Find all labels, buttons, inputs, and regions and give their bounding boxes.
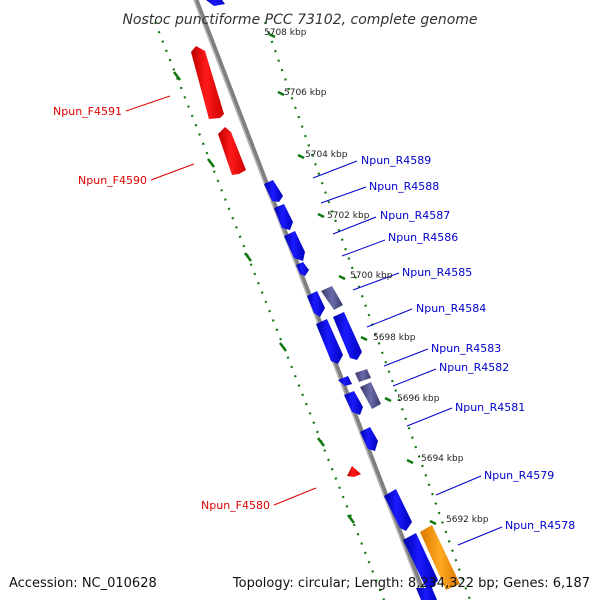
gene-npun-r4584-a[interactable] [316, 319, 343, 364]
gene-npun-r4585[interactable] [307, 291, 325, 317]
gene-label-npun-f4590[interactable]: Npun_F4590 [78, 174, 147, 187]
gene-npun-r4583[interactable] [344, 391, 363, 415]
gene-npun-f4580[interactable] [347, 466, 361, 477]
gene-label-npun-f4591[interactable]: Npun_F4591 [53, 105, 122, 118]
feature-npun-r4582-other-b[interactable] [360, 382, 381, 409]
gene-label-npun-r4588[interactable]: Npun_R4588 [369, 180, 439, 193]
gene-npun-f4591[interactable] [191, 46, 224, 119]
feature-npun-r4585-other[interactable] [321, 286, 343, 310]
gene-label-npun-r4581[interactable]: Npun_R4581 [455, 401, 525, 414]
forward-leader-lines [125, 95, 317, 506]
kbp-label: 5698 kbp [373, 333, 416, 343]
gene-label-npun-r4582[interactable]: Npun_R4582 [439, 361, 509, 374]
kbp-label: 5696 kbp [397, 394, 440, 404]
gene-label-npun-r4587[interactable]: Npun_R4587 [380, 209, 450, 222]
kbp-label: 5706 kbp [284, 88, 327, 98]
gene-label-npun-r4589[interactable]: Npun_R4589 [361, 154, 431, 167]
kbp-label: 5692 kbp [446, 515, 489, 525]
kbp-label: 5702 kbp [327, 211, 370, 221]
right-major-ticks [268, 32, 437, 526]
reverse-leader-lines [312, 160, 503, 546]
gene-label-npun-r4578[interactable]: Npun_R4578 [505, 519, 575, 532]
gene-label-npun-r4583[interactable]: Npun_R4583 [431, 342, 501, 355]
gene-npun-f4590[interactable] [218, 127, 246, 175]
feature-npun-r4582-other-a[interactable] [355, 369, 371, 382]
gene-label-npun-r4579[interactable]: Npun_R4579 [484, 469, 554, 482]
gene-label-npun-r4586[interactable]: Npun_R4586 [388, 231, 458, 244]
gene-blue-top[interactable] [206, 0, 225, 6]
gene-npun-r4588[interactable] [274, 204, 293, 230]
tick-track-outer-left [153, 21, 386, 600]
topology-text: Topology: circular; Length: 8,234,322 bp… [232, 576, 590, 591]
gene-label-npun-r4584[interactable]: Npun_R4584 [416, 302, 486, 315]
kbp-label: 5700 kbp [350, 271, 393, 281]
map-title: Nostoc punctiforme PCC 73102, complete g… [122, 12, 477, 28]
gene-label-npun-r4585[interactable]: Npun_R4585 [402, 266, 472, 279]
kbp-label: 5704 kbp [305, 150, 348, 160]
accession-text: Accession: NC_010628 [9, 576, 157, 591]
gene-npun-r4578[interactable] [403, 533, 438, 588]
gene-npun-r4579[interactable] [384, 489, 412, 531]
gene-blue-bottom[interactable] [416, 588, 437, 600]
feature-npun-r4578-orange[interactable] [420, 525, 460, 590]
gene-label-npun-f4580[interactable]: Npun_F4580 [201, 499, 270, 512]
gene-npun-r4582[interactable] [338, 376, 352, 386]
gene-npun-r4581[interactable] [360, 427, 378, 451]
kbp-label: 5694 kbp [421, 454, 464, 464]
gene-npun-r4587[interactable] [284, 231, 305, 261]
gene-npun-r4586[interactable] [296, 262, 309, 276]
gene-npun-r4584-b[interactable] [333, 312, 362, 360]
tick-track-right [263, 21, 472, 600]
left-major-ticks [172, 71, 356, 524]
gene-npun-r4589[interactable] [264, 180, 283, 202]
kbp-label: 5708 kbp [264, 28, 307, 38]
